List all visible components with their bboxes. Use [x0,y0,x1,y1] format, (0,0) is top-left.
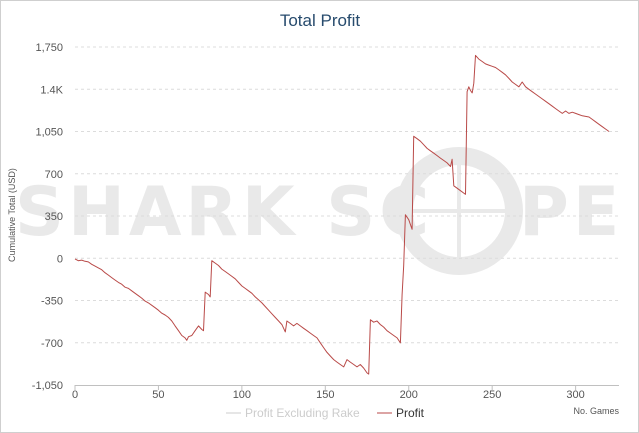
y-tick-label: 0 [57,253,63,265]
watermark-scope-icon [395,147,523,275]
legend-label-rake[interactable]: Profit Excluding Rake [245,406,360,420]
x-axis-title: No. Games [573,406,619,416]
x-axis-ticks: 0 50 100 150 200 250 300 [72,385,585,401]
legend-item-profit[interactable]: Profit [377,406,425,420]
y-axis-title: Cumulative Total (USD) [7,168,17,262]
y-tick-label: -350 [41,296,63,308]
x-tick-label: 100 [233,389,251,401]
watermark-text-shark: SHARK SC [15,173,433,252]
chart-title: Total Profit [280,11,361,30]
y-tick-label: 1,750 [35,42,63,54]
watermark-text-pe: PE [519,173,623,252]
y-tick-label: 700 [45,169,63,181]
y-tick-label: 1.4K [40,84,63,96]
x-tick-label: 50 [152,389,164,401]
x-tick-label: 300 [566,389,584,401]
y-tick-label: 350 [45,211,63,223]
y-tick-label: -1,050 [32,380,63,392]
legend-item-profit-excluding-rake[interactable]: Profit Excluding Rake [226,406,360,420]
legend: Profit Excluding Rake Profit [226,406,425,420]
series-group [74,54,610,375]
series-line-profit[interactable] [74,54,610,375]
y-axis-ticks: -1,050 -700 -350 0 350 700 1,050 1.4K 1,750 [32,42,64,392]
watermark: SHARK SC PE [15,147,623,275]
grid [75,46,619,344]
x-tick-label: 200 [400,389,418,401]
y-tick-label: -700 [41,338,63,350]
y-tick-label: 1,050 [35,127,63,139]
legend-label-profit[interactable]: Profit [396,406,425,420]
x-tick-label: 250 [483,389,501,401]
x-tick-label: 150 [316,389,334,401]
x-tick-label: 0 [72,389,78,401]
